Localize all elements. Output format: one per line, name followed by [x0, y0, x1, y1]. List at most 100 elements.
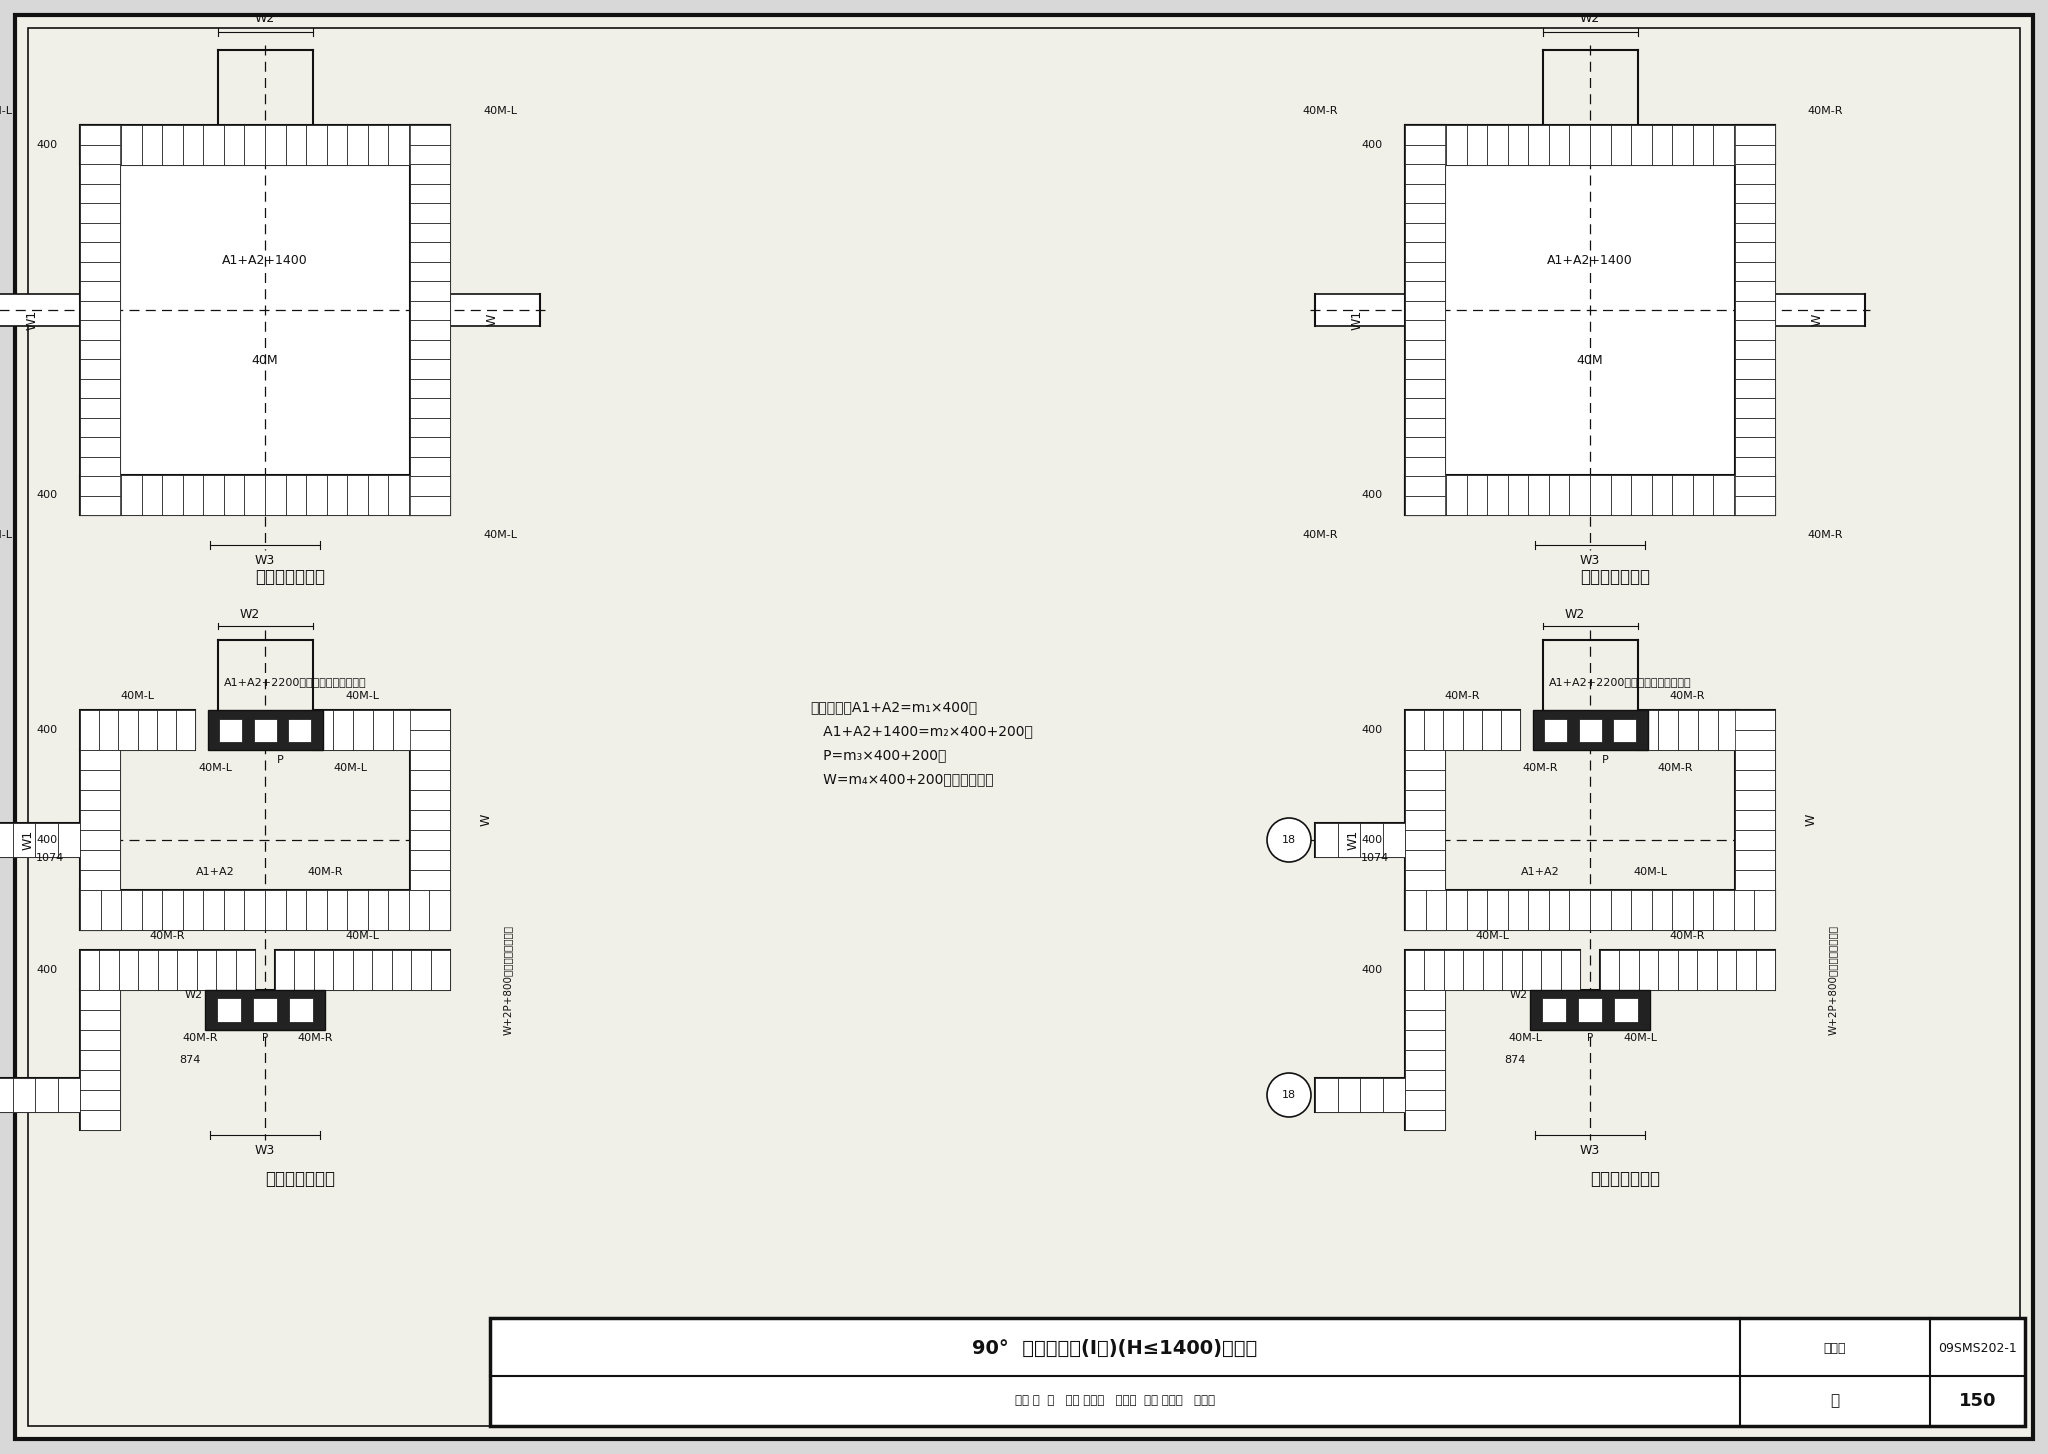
Text: 09SMS202-1: 09SMS202-1 — [1937, 1342, 2017, 1355]
Bar — [80, 125, 121, 144]
Bar — [162, 475, 182, 515]
Bar — [410, 398, 451, 417]
Text: 40M: 40M — [1577, 353, 1604, 366]
Bar — [1405, 890, 1446, 910]
Bar — [295, 949, 313, 990]
Bar — [139, 949, 158, 990]
Bar — [1425, 949, 1444, 990]
Bar — [1735, 281, 1776, 301]
Bar — [1405, 339, 1446, 359]
Bar — [1405, 810, 1446, 830]
Bar — [1599, 949, 1776, 990]
Bar — [285, 125, 305, 164]
Bar — [0, 823, 12, 856]
Bar — [1405, 990, 1446, 1130]
Bar — [430, 475, 451, 515]
Text: 40M-L: 40M-L — [121, 691, 154, 701]
Text: 400: 400 — [1362, 726, 1382, 736]
Text: 40M: 40M — [252, 353, 279, 366]
Text: A1+A2+2200（井室模块计量范围）: A1+A2+2200（井室模块计量范围） — [223, 678, 367, 686]
Bar — [1501, 710, 1520, 750]
Bar — [80, 1090, 121, 1109]
Bar — [1405, 359, 1446, 378]
Bar — [80, 1029, 121, 1050]
Bar — [80, 750, 121, 771]
Bar — [1651, 475, 1673, 515]
Bar — [80, 851, 121, 869]
Bar — [1405, 475, 1776, 515]
Bar — [1630, 475, 1651, 515]
Bar — [1405, 204, 1446, 222]
Bar — [1425, 890, 1446, 931]
Bar — [1446, 164, 1735, 475]
Bar — [0, 823, 80, 856]
Bar — [1405, 438, 1446, 457]
Text: 40M-R: 40M-R — [297, 1032, 332, 1043]
Bar — [1446, 890, 1466, 931]
Bar — [1528, 125, 1548, 164]
Bar — [236, 990, 256, 1029]
Bar — [410, 457, 451, 475]
Text: W2: W2 — [254, 12, 274, 25]
Bar — [217, 997, 242, 1022]
Bar — [80, 475, 451, 515]
Bar — [373, 710, 393, 750]
Bar — [430, 890, 451, 931]
Bar — [80, 125, 100, 164]
Bar — [1487, 475, 1507, 515]
Text: 40M-L: 40M-L — [199, 763, 231, 774]
Bar — [1673, 475, 1694, 515]
Bar — [1528, 475, 1548, 515]
Bar — [80, 790, 121, 810]
Bar — [410, 320, 451, 339]
Text: 40M-R: 40M-R — [150, 931, 184, 941]
Bar — [80, 339, 121, 359]
Text: W2: W2 — [240, 608, 260, 621]
Bar — [369, 125, 389, 164]
Bar — [203, 475, 223, 515]
Bar — [1714, 890, 1735, 931]
Bar — [1735, 869, 1776, 890]
Bar — [1405, 1029, 1446, 1050]
Bar — [121, 125, 141, 164]
Bar — [1464, 949, 1483, 990]
Bar — [264, 125, 285, 164]
Text: 400: 400 — [37, 140, 57, 150]
Bar — [410, 164, 451, 183]
Bar — [410, 125, 451, 144]
Text: A1+A2+1400: A1+A2+1400 — [1546, 253, 1632, 266]
Bar — [1718, 710, 1737, 750]
Bar — [1569, 890, 1589, 931]
Bar — [182, 475, 203, 515]
Bar — [328, 125, 348, 164]
Bar — [141, 125, 162, 164]
Bar — [373, 949, 391, 990]
Bar — [80, 204, 121, 222]
Bar — [121, 164, 410, 475]
Text: W1: W1 — [1346, 830, 1360, 851]
Text: 40M-L: 40M-L — [1507, 1032, 1542, 1043]
Text: 40M-L: 40M-L — [0, 106, 12, 116]
Bar — [1673, 890, 1694, 931]
Bar — [1630, 125, 1651, 164]
Bar — [285, 475, 305, 515]
Bar — [1425, 125, 1446, 164]
Bar — [1694, 475, 1714, 515]
Bar — [352, 949, 373, 990]
Bar — [1382, 1077, 1405, 1112]
Bar — [1405, 750, 1446, 931]
Bar — [1735, 710, 1776, 730]
Bar — [1651, 125, 1673, 164]
Bar — [1315, 823, 1405, 856]
Bar — [1405, 164, 1446, 183]
Bar — [80, 183, 121, 204]
Bar — [1755, 890, 1776, 931]
Bar — [1405, 457, 1446, 475]
Text: 页: 页 — [1831, 1393, 1839, 1409]
Text: 审核 何  彬   校对 温丽晖   汤仁星  设计 杨大磊   杨杰梅: 审核 何 彬 校对 温丽晖 汤仁星 设计 杨大磊 杨杰梅 — [1016, 1394, 1214, 1407]
Bar — [410, 262, 451, 281]
Bar — [430, 949, 451, 990]
Bar — [80, 910, 121, 931]
Bar — [197, 949, 217, 990]
Bar — [410, 830, 451, 851]
